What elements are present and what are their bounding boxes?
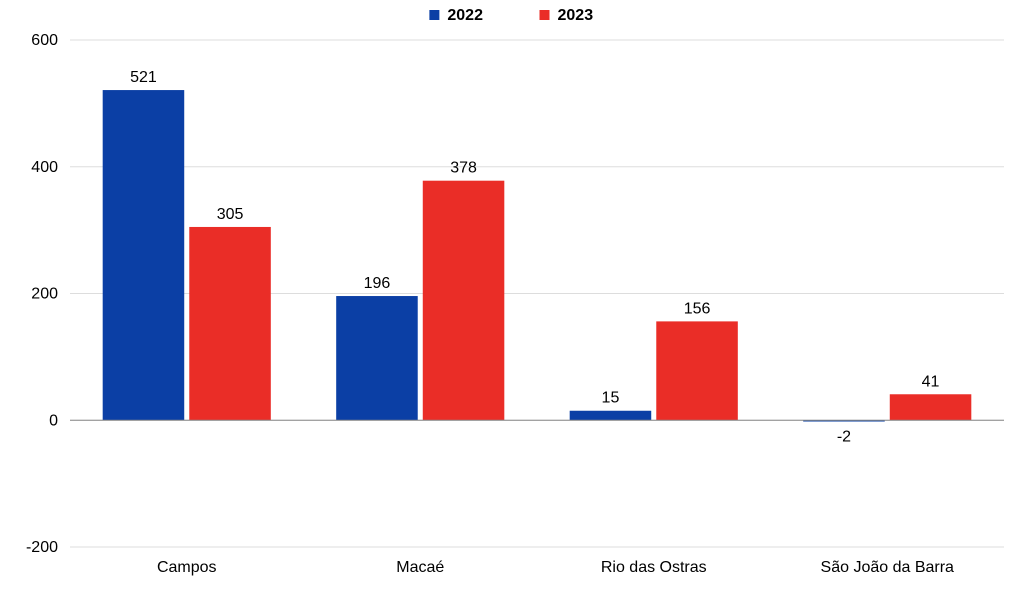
bar-2023-rio-das-ostras — [656, 321, 738, 420]
y-tick-label: 400 — [31, 159, 58, 176]
bar-2023-são-joão-da-barra — [890, 394, 972, 420]
x-category-label: São João da Barra — [821, 559, 955, 576]
bar-value-label: 305 — [217, 206, 244, 223]
legend-marker-2023 — [540, 10, 550, 20]
y-tick-label: 600 — [31, 32, 58, 49]
y-tick-label: 0 — [49, 412, 58, 429]
bar-value-label: 41 — [922, 373, 940, 390]
bar-2023-macaé — [423, 181, 505, 421]
x-category-label: Macaé — [396, 559, 444, 576]
bar-2023-campos — [189, 227, 271, 420]
x-category-label: Campos — [157, 559, 217, 576]
bar-value-label: 521 — [130, 69, 157, 86]
legend-label-2023: 2023 — [558, 7, 594, 24]
bar-value-label: 378 — [450, 160, 477, 177]
x-category-label: Rio das Ostras — [601, 559, 707, 576]
bar-chart: -200 0 200 400 600 521 305 Campos 196 378 Macaé 15 1… — [0, 0, 1024, 597]
chart-svg: -200 0 200 400 600 521 305 Campos 196 378 Macaé 15 1… — [0, 0, 1024, 597]
bar-value-label: 15 — [602, 390, 620, 407]
legend-label-2022: 2022 — [447, 7, 483, 24]
y-tick-label: 200 — [31, 286, 58, 303]
bar-2022-rio-das-ostras — [570, 411, 652, 421]
bar-value-label: 196 — [364, 275, 391, 292]
bar-value-label: 156 — [684, 300, 711, 317]
bar-2022-macaé — [336, 296, 418, 420]
bar-2022-campos — [103, 90, 185, 420]
y-tick-label: -200 — [26, 539, 58, 556]
legend-marker-2022 — [429, 10, 439, 20]
bar-value-label: -2 — [837, 429, 851, 446]
